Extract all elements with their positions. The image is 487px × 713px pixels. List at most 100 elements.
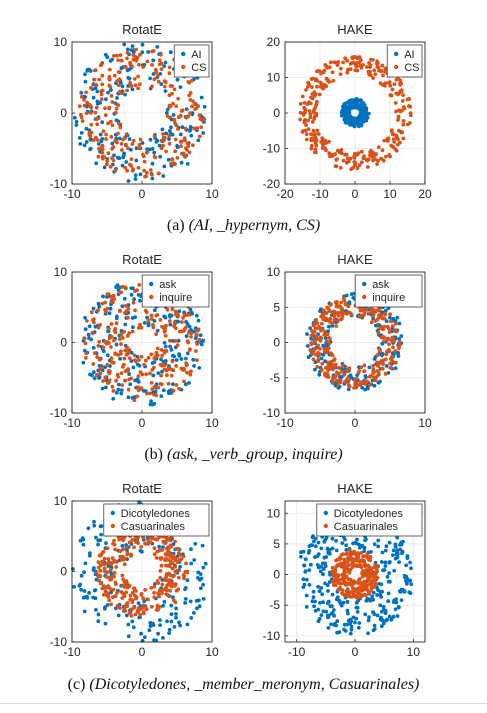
data-point: [301, 577, 306, 582]
data-point: [105, 55, 110, 60]
data-point: [302, 101, 307, 105]
data-point: [405, 122, 410, 127]
legend-box: [141, 274, 210, 308]
data-point: [134, 540, 138, 544]
data-point: [321, 567, 326, 571]
data-point: [158, 362, 163, 367]
data-point: [152, 77, 157, 82]
data-point: [376, 364, 380, 368]
data-point: [169, 373, 174, 378]
data-point: [336, 371, 341, 376]
data-point: [201, 597, 206, 601]
data-point: [155, 346, 160, 351]
data-point: [319, 356, 324, 361]
data-point: [78, 582, 83, 587]
data-point: [175, 156, 180, 160]
x-tick-label: 20: [418, 187, 432, 201]
data-point: [136, 606, 141, 610]
data-point: [379, 68, 383, 73]
data-point: [365, 111, 370, 116]
data-point: [344, 574, 349, 579]
data-point: [330, 565, 335, 570]
data-point: [124, 142, 128, 147]
data-point: [168, 338, 172, 343]
data-point: [149, 352, 154, 357]
data-point: [307, 568, 312, 573]
data-point: [390, 359, 394, 363]
legend-marker: [149, 281, 154, 287]
data-point: [311, 589, 316, 594]
data-point: [310, 120, 315, 124]
data-point: [328, 336, 332, 341]
data-point: [108, 164, 113, 169]
data-point: [364, 598, 369, 603]
data-point: [401, 122, 406, 127]
data-point: [191, 143, 195, 148]
data-point: [187, 348, 192, 352]
data-point: [151, 373, 156, 378]
data-point: [109, 590, 113, 595]
data-point: [313, 105, 318, 110]
data-point: [85, 596, 90, 600]
data-point: [152, 584, 157, 589]
data-point: [164, 368, 169, 373]
data-point: [360, 574, 365, 579]
data-point: [92, 519, 96, 524]
data-point: [367, 592, 371, 596]
data-point: [345, 70, 350, 75]
data-point: [167, 538, 172, 542]
data-point: [100, 301, 105, 306]
data-point: [111, 162, 115, 167]
data-point: [82, 97, 86, 102]
data-point: [345, 608, 350, 613]
data-point: [375, 65, 380, 69]
data-point: [371, 375, 376, 380]
data-point: [93, 596, 98, 601]
data-point: [129, 554, 133, 558]
data-point: [352, 579, 356, 583]
data-point: [74, 119, 79, 124]
data-point: [358, 308, 363, 313]
data-point: [125, 47, 130, 52]
data-point: [152, 150, 157, 155]
data-point: [342, 107, 347, 112]
data-point: [199, 586, 203, 591]
data-point: [105, 591, 109, 596]
data-point: [348, 621, 353, 626]
legend-marker: [110, 510, 116, 516]
data-point: [387, 315, 392, 320]
data-point: [348, 590, 353, 594]
data-point: [319, 85, 324, 89]
data-point: [329, 622, 333, 627]
data-point: [373, 378, 378, 383]
data-point: [177, 386, 181, 391]
data-point: [308, 101, 313, 106]
data-point: [117, 121, 121, 126]
data-point: [303, 557, 308, 562]
data-point: [107, 83, 112, 88]
data-point: [398, 547, 403, 552]
data-point: [137, 142, 142, 147]
data-point: [347, 594, 352, 599]
data-point: [129, 157, 134, 162]
data-point: [137, 283, 142, 287]
data-point: [169, 612, 174, 616]
legend-box: [354, 274, 423, 308]
data-point: [136, 380, 141, 384]
data-point: [408, 111, 413, 115]
data-point: [197, 598, 201, 603]
data-point: [92, 320, 96, 325]
data-point: [328, 60, 333, 65]
data-point: [334, 597, 339, 602]
data-point: [307, 109, 312, 113]
data-point: [120, 383, 125, 387]
data-point: [189, 547, 193, 551]
data-point: [336, 588, 341, 592]
data-point: [154, 638, 159, 643]
data-point: [128, 382, 133, 387]
data-point: [362, 549, 366, 553]
data-point: [311, 357, 316, 362]
data-point: [114, 390, 119, 395]
data-point: [195, 358, 199, 363]
data-point: [360, 544, 365, 548]
